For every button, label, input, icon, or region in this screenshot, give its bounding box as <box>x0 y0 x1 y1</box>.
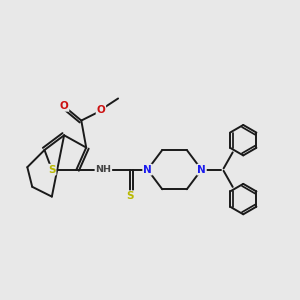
Text: S: S <box>127 191 134 201</box>
Text: N: N <box>143 165 152 175</box>
Text: NH: NH <box>95 165 111 174</box>
Text: O: O <box>97 104 105 115</box>
Text: S: S <box>48 165 56 175</box>
Text: N: N <box>197 165 206 175</box>
Text: O: O <box>60 101 68 111</box>
